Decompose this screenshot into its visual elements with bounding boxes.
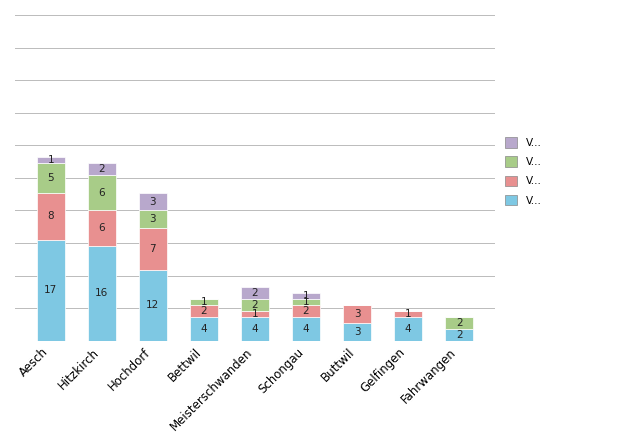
- Text: 6: 6: [99, 188, 105, 198]
- Bar: [37, 193, 65, 240]
- Text: 7: 7: [150, 244, 156, 254]
- Legend: V..., V..., V..., V...: V..., V..., V..., V...: [505, 137, 541, 206]
- Text: 1: 1: [303, 297, 309, 307]
- Text: 8: 8: [47, 211, 54, 221]
- Bar: [343, 305, 371, 323]
- Text: 3: 3: [150, 215, 156, 224]
- Text: 3: 3: [150, 197, 156, 207]
- Text: 2: 2: [303, 306, 309, 316]
- Bar: [88, 175, 116, 211]
- Text: 12: 12: [147, 300, 159, 310]
- Bar: [292, 299, 320, 305]
- Bar: [292, 317, 320, 341]
- Text: 4: 4: [200, 324, 207, 334]
- Text: 3: 3: [354, 309, 360, 319]
- Bar: [88, 211, 116, 246]
- Text: 2: 2: [200, 306, 207, 316]
- Text: 3: 3: [354, 327, 360, 337]
- Text: 2: 2: [456, 318, 462, 328]
- Text: 5: 5: [47, 173, 54, 183]
- Bar: [37, 163, 65, 193]
- Bar: [394, 311, 422, 317]
- Text: 1: 1: [252, 309, 259, 319]
- Text: 2: 2: [99, 164, 105, 174]
- Bar: [139, 270, 167, 341]
- Bar: [241, 311, 269, 317]
- Bar: [445, 329, 473, 341]
- Bar: [37, 240, 65, 341]
- Bar: [241, 288, 269, 299]
- Text: 2: 2: [456, 330, 462, 340]
- Text: 4: 4: [404, 324, 412, 334]
- Text: 17: 17: [44, 285, 58, 296]
- Bar: [37, 157, 65, 163]
- Bar: [292, 293, 320, 299]
- Bar: [394, 317, 422, 341]
- Text: 1: 1: [47, 155, 54, 165]
- Text: 4: 4: [303, 324, 309, 334]
- Bar: [139, 211, 167, 228]
- Text: 16: 16: [95, 289, 109, 298]
- Text: 6: 6: [99, 223, 105, 233]
- Text: 2: 2: [252, 300, 259, 310]
- Bar: [190, 317, 218, 341]
- Bar: [241, 317, 269, 341]
- Bar: [190, 305, 218, 317]
- Bar: [292, 305, 320, 317]
- Bar: [190, 299, 218, 305]
- Bar: [139, 193, 167, 211]
- Text: 4: 4: [252, 324, 259, 334]
- Bar: [241, 299, 269, 311]
- Text: 1: 1: [303, 291, 309, 302]
- Text: 1: 1: [200, 297, 207, 307]
- Text: 2: 2: [252, 289, 259, 298]
- Bar: [445, 317, 473, 329]
- Text: 1: 1: [404, 309, 412, 319]
- Bar: [88, 246, 116, 341]
- Bar: [343, 323, 371, 341]
- Bar: [139, 228, 167, 270]
- Bar: [88, 163, 116, 175]
